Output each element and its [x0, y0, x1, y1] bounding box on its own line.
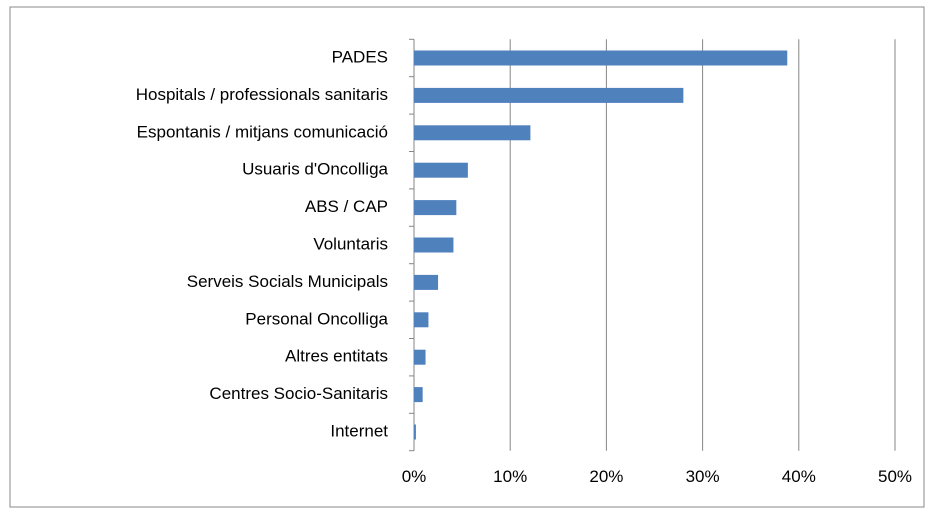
bar [414, 312, 429, 328]
x-tick-label: 0% [402, 467, 427, 486]
x-tick-label: 50% [878, 467, 912, 486]
bar [414, 387, 423, 403]
y-tick-label: Altres entitats [285, 347, 388, 366]
bar [414, 349, 426, 365]
y-tick-label: Centres Socio-Sanitaris [209, 384, 388, 403]
bar [414, 50, 788, 66]
y-tick-label: Serveis Socials Municipals [187, 272, 388, 291]
chart-frame [9, 6, 925, 508]
y-tick-label: PADES [332, 47, 388, 66]
x-tick-label: 20% [589, 467, 623, 486]
y-tick-label: Internet [330, 421, 388, 440]
y-tick-label: Hospitals / professionals sanitaris [136, 85, 388, 104]
bar [414, 125, 531, 141]
bar [414, 424, 416, 440]
x-tick-label: 30% [686, 467, 720, 486]
y-tick-label: Personal Oncolliga [245, 309, 388, 328]
bar [414, 200, 457, 216]
bar [414, 274, 439, 290]
y-tick-label: Espontanis / mitjans comunicació [137, 122, 388, 141]
y-tick-label: ABS / CAP [305, 197, 388, 216]
y-tick-label: Usuaris d'Oncolliga [242, 160, 388, 179]
x-tick-label: 10% [493, 467, 527, 486]
bar [414, 87, 684, 103]
bar [414, 162, 468, 178]
bar [414, 237, 454, 253]
x-tick-label: 40% [782, 467, 816, 486]
y-tick-label: Voluntaris [313, 234, 388, 253]
